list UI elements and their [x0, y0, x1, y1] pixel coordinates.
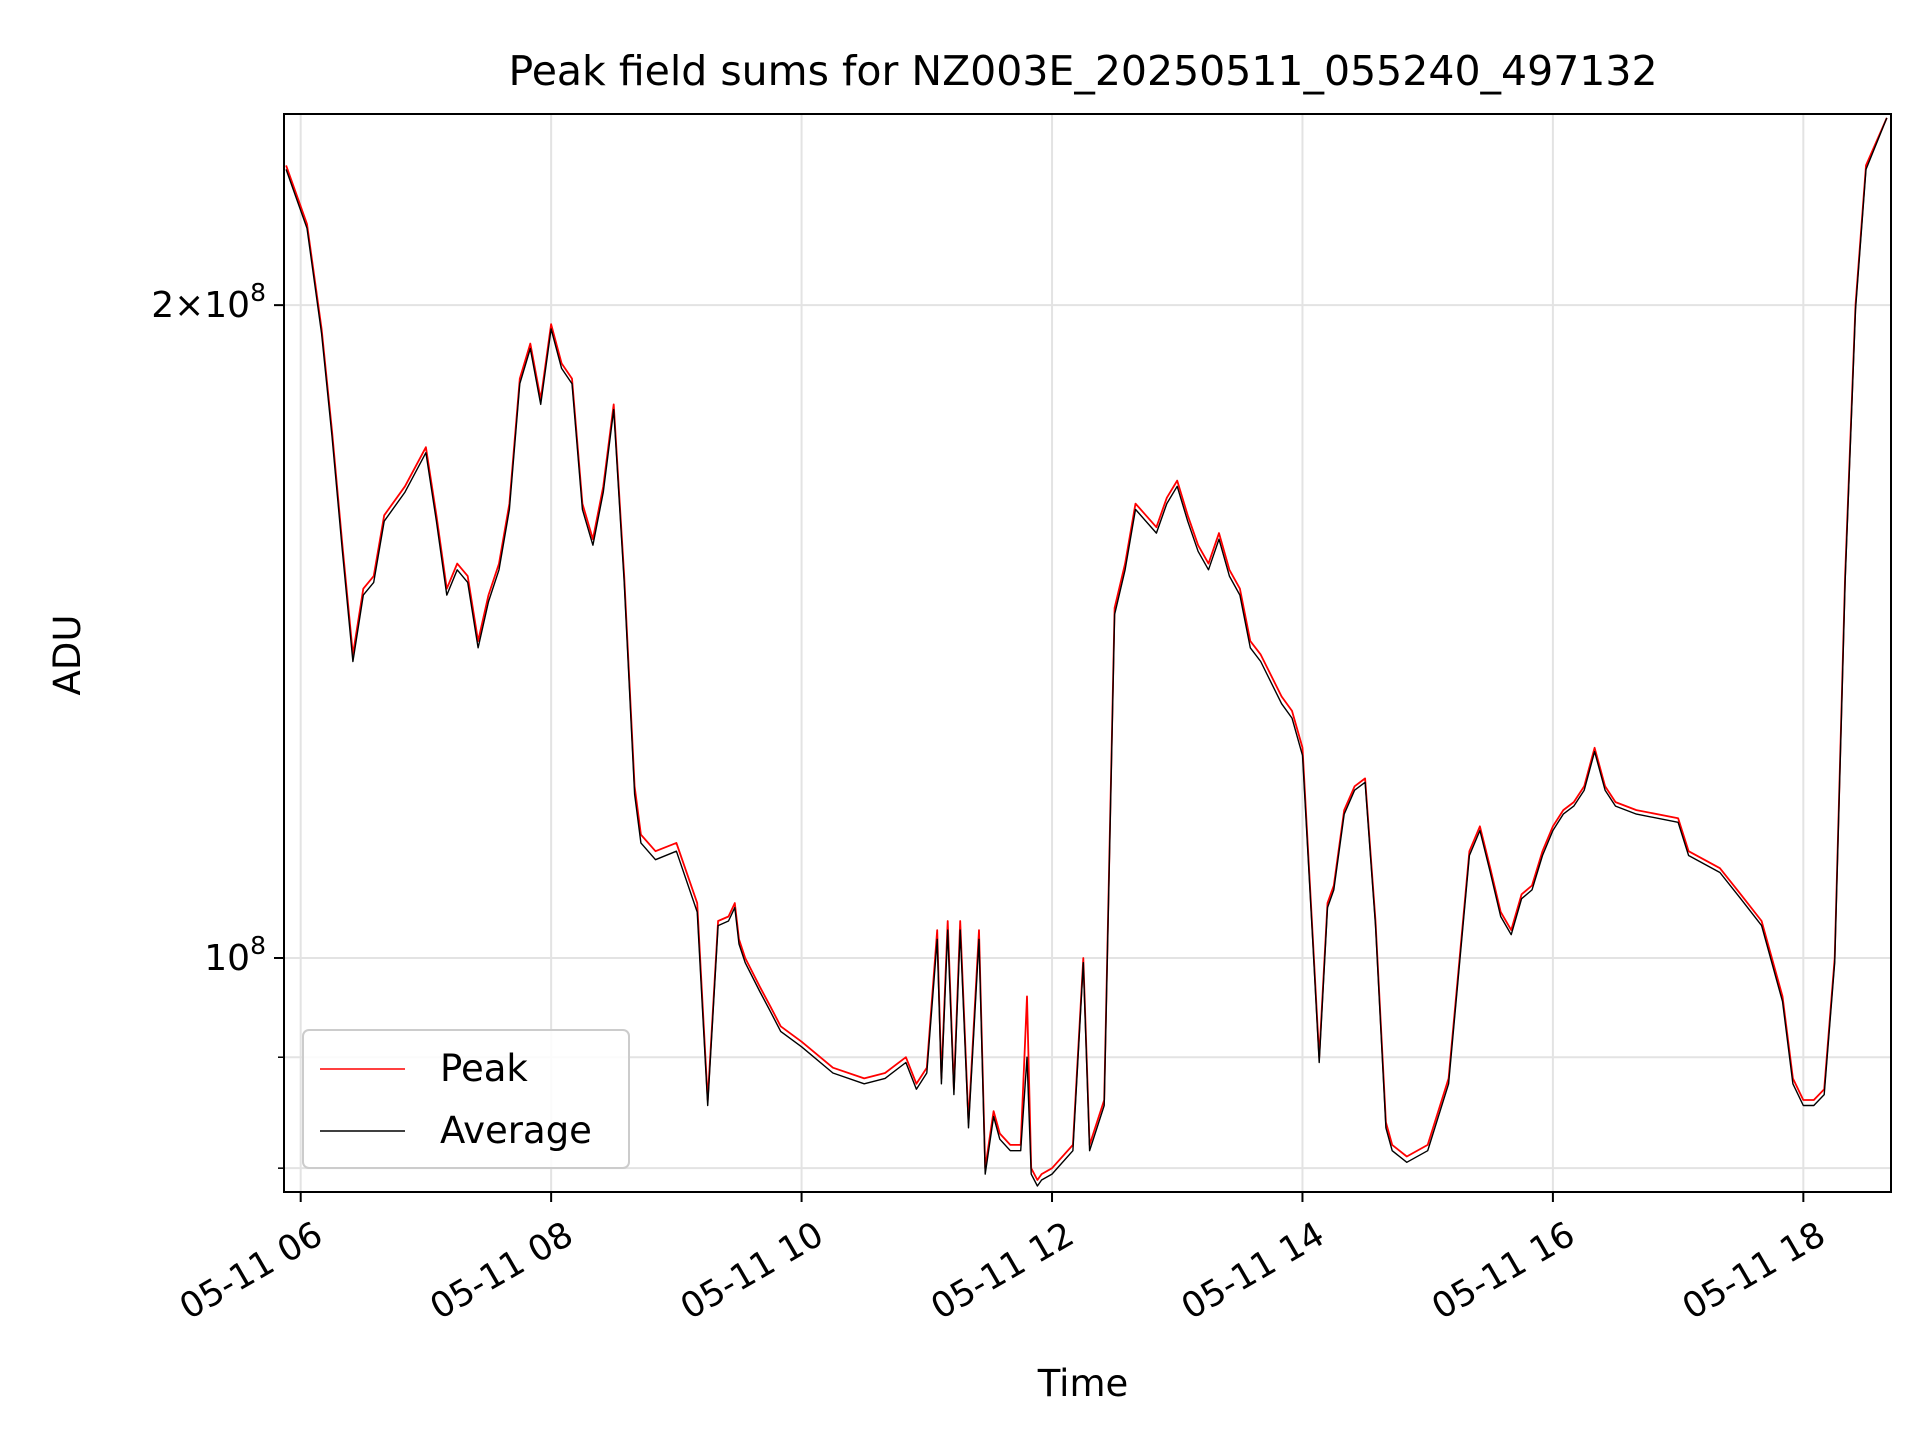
series-lines	[285, 117, 1888, 1187]
legend-box	[302, 1029, 630, 1169]
series-line-average	[285, 117, 1888, 1187]
plot-frame	[283, 113, 1892, 1193]
legend-peak-label: Peak	[440, 1047, 528, 1090]
y-tick-label: 2×108	[151, 278, 266, 326]
y-axis-label: ADU	[46, 615, 89, 696]
y-axis: 108 2×108	[151, 278, 284, 1169]
chart-title: Peak field sums for NZ003E_20250511_0552…	[508, 47, 1657, 95]
x-axis-label: Time	[1037, 1362, 1129, 1405]
legend: Peak Average	[302, 1029, 630, 1169]
y-tick-label: 108	[204, 931, 266, 979]
legend-average-label: Average	[440, 1109, 592, 1152]
series-line-peak	[285, 117, 1888, 1181]
